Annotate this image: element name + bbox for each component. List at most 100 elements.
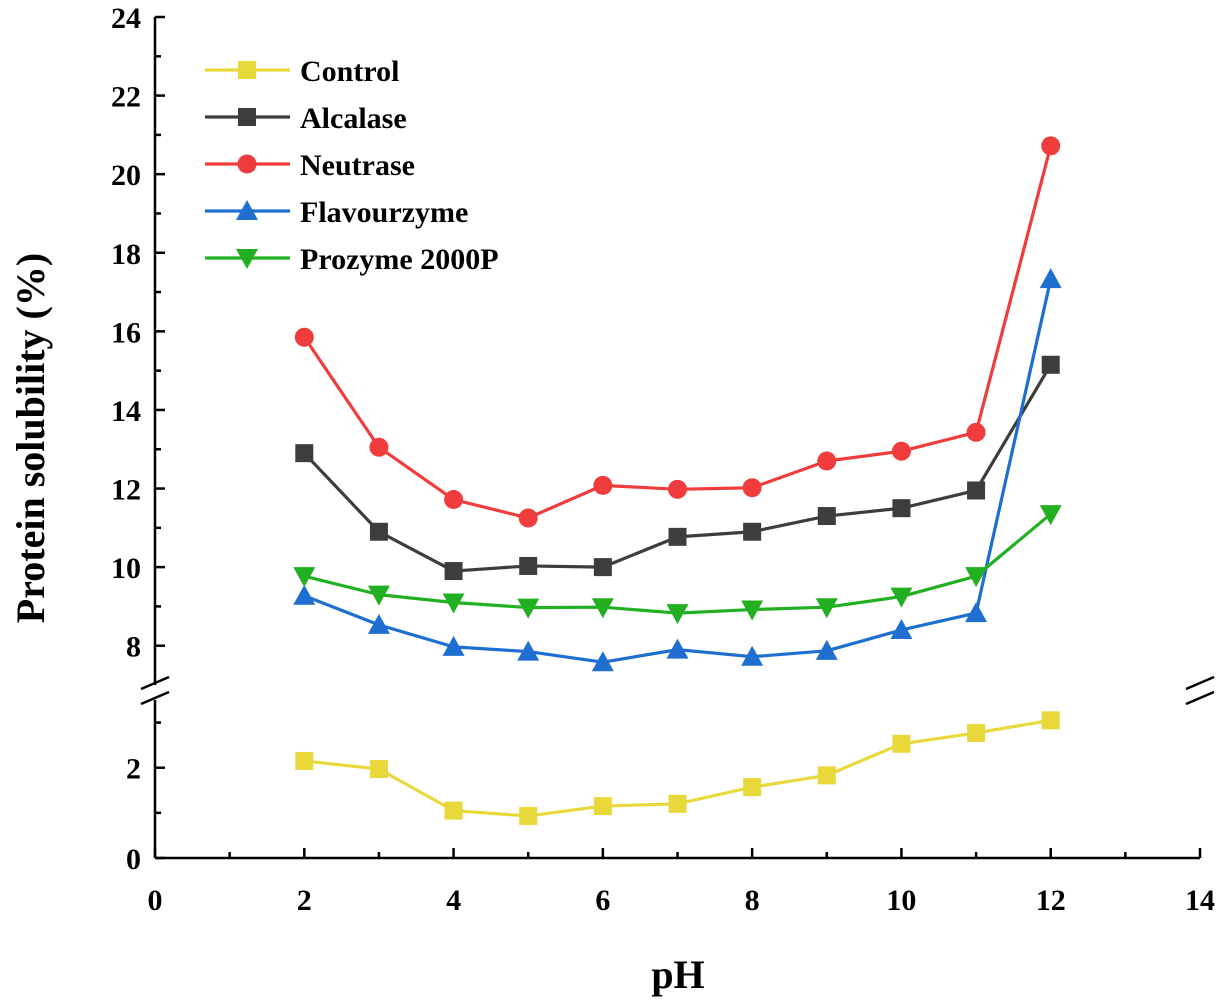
- data-point-neutrase: [668, 479, 687, 499]
- y-axis-label: Protein solubility (%): [8, 253, 53, 623]
- legend-label: Alcalase: [300, 102, 407, 135]
- data-point-neutrase: [444, 490, 464, 510]
- data-point-prozyme-2000p: [815, 598, 838, 619]
- legend-marker: [238, 61, 256, 79]
- data-point-flavourzyme: [517, 640, 540, 661]
- data-point-control: [519, 807, 538, 826]
- legend-label: Prozyme 2000P: [300, 243, 499, 276]
- legend-marker: [238, 108, 256, 126]
- data-point-alcalase: [817, 507, 836, 526]
- x-tick-label: 12: [1036, 884, 1066, 917]
- data-point-flavourzyme: [293, 584, 316, 605]
- y-axis-break-left: [140, 675, 170, 706]
- data-point-prozyme-2000p: [890, 587, 913, 608]
- data-point-prozyme-2000p: [293, 567, 316, 588]
- data-point-flavourzyme: [815, 639, 838, 660]
- y-tick-label: 24: [111, 2, 141, 35]
- series-control: [295, 711, 1060, 826]
- legend-label: Control: [300, 55, 399, 88]
- data-point-prozyme-2000p: [1039, 505, 1062, 526]
- data-point-neutrase: [966, 422, 986, 442]
- data-point-control: [892, 734, 911, 753]
- data-point-alcalase: [1041, 355, 1060, 374]
- data-point-alcalase: [743, 522, 762, 541]
- y-tick-label: 10: [111, 552, 141, 585]
- data-point-flavourzyme: [591, 651, 614, 672]
- data-point-control: [1041, 711, 1060, 730]
- series-alcalase: [295, 355, 1060, 581]
- data-point-alcalase: [892, 499, 911, 518]
- data-point-neutrase: [294, 327, 314, 347]
- legend-item-prozyme-2000p: Prozyme 2000P: [205, 243, 499, 276]
- x-tick-label: 6: [595, 884, 610, 917]
- x-axis-label: pH: [651, 952, 704, 997]
- data-point-alcalase: [593, 558, 612, 577]
- data-point-alcalase: [369, 522, 388, 541]
- series-neutrase: [294, 136, 1061, 528]
- data-point-prozyme-2000p: [591, 598, 614, 619]
- data-point-neutrase: [518, 508, 538, 528]
- y-tick-label: 22: [111, 81, 141, 114]
- data-point-control: [817, 766, 836, 785]
- data-point-neutrase: [593, 475, 613, 495]
- data-point-flavourzyme: [442, 635, 465, 656]
- data-point-alcalase: [967, 481, 986, 500]
- data-point-control: [593, 797, 612, 816]
- y-tick-label: 18: [111, 238, 141, 271]
- legend-label: Neutrase: [300, 149, 415, 182]
- x-tick-label: 2: [297, 884, 312, 917]
- y-tick-label: 8: [126, 631, 141, 664]
- data-point-prozyme-2000p: [965, 567, 988, 588]
- data-point-neutrase: [369, 437, 389, 457]
- data-point-control: [444, 801, 463, 820]
- data-point-prozyme-2000p: [517, 598, 540, 619]
- data-point-prozyme-2000p: [367, 585, 390, 606]
- legend-item-alcalase: Alcalase: [205, 102, 407, 135]
- legend-item-neutrase: Neutrase: [205, 149, 415, 182]
- y-tick-label: 0: [126, 843, 141, 876]
- legend-marker: [237, 154, 257, 174]
- x-tick-label: 0: [148, 884, 163, 917]
- data-point-prozyme-2000p: [442, 593, 465, 614]
- data-point-prozyme-2000p: [666, 604, 689, 625]
- y-tick-label: 14: [111, 395, 141, 428]
- x-tick-label: 14: [1185, 884, 1215, 917]
- data-point-control: [743, 778, 762, 797]
- series-flavourzyme: [293, 268, 1062, 672]
- data-point-neutrase: [742, 478, 762, 498]
- legend-label: Flavourzyme: [300, 196, 468, 229]
- data-point-alcalase: [519, 556, 538, 575]
- data-point-neutrase: [891, 441, 911, 461]
- data-point-flavourzyme: [1039, 268, 1062, 289]
- series-layer: [293, 136, 1062, 826]
- data-point-control: [369, 760, 388, 779]
- data-point-flavourzyme: [367, 613, 390, 634]
- legend: Control Alcalase Neutrase Flavourzyme Prozym…: [205, 55, 499, 276]
- data-point-alcalase: [295, 444, 314, 463]
- y-tick-label: 20: [111, 159, 141, 192]
- data-point-alcalase: [444, 562, 463, 581]
- x-tick-label: 8: [745, 884, 760, 917]
- x-tick-label: 10: [886, 884, 916, 917]
- data-point-control: [668, 794, 687, 813]
- data-point-control: [967, 723, 986, 742]
- y-tick-label: 16: [111, 316, 141, 349]
- data-point-neutrase: [817, 451, 837, 471]
- data-point-prozyme-2000p: [741, 600, 764, 621]
- y-tick-label: 12: [111, 474, 141, 507]
- data-point-flavourzyme: [666, 638, 689, 659]
- x-tick-label: 4: [446, 884, 461, 917]
- legend-item-control: Control: [205, 55, 399, 88]
- legend-marker: [236, 200, 258, 220]
- legend-marker: [236, 249, 258, 269]
- data-point-alcalase: [668, 527, 687, 546]
- data-point-flavourzyme: [741, 645, 764, 666]
- legend-item-flavourzyme: Flavourzyme: [205, 196, 468, 229]
- series-prozyme-2000p: [293, 505, 1062, 625]
- y-axis-break-right: [1185, 675, 1215, 706]
- y-tick-label: 2: [126, 753, 141, 786]
- data-point-flavourzyme: [890, 618, 913, 639]
- data-point-control: [295, 751, 314, 770]
- data-point-flavourzyme: [965, 602, 988, 623]
